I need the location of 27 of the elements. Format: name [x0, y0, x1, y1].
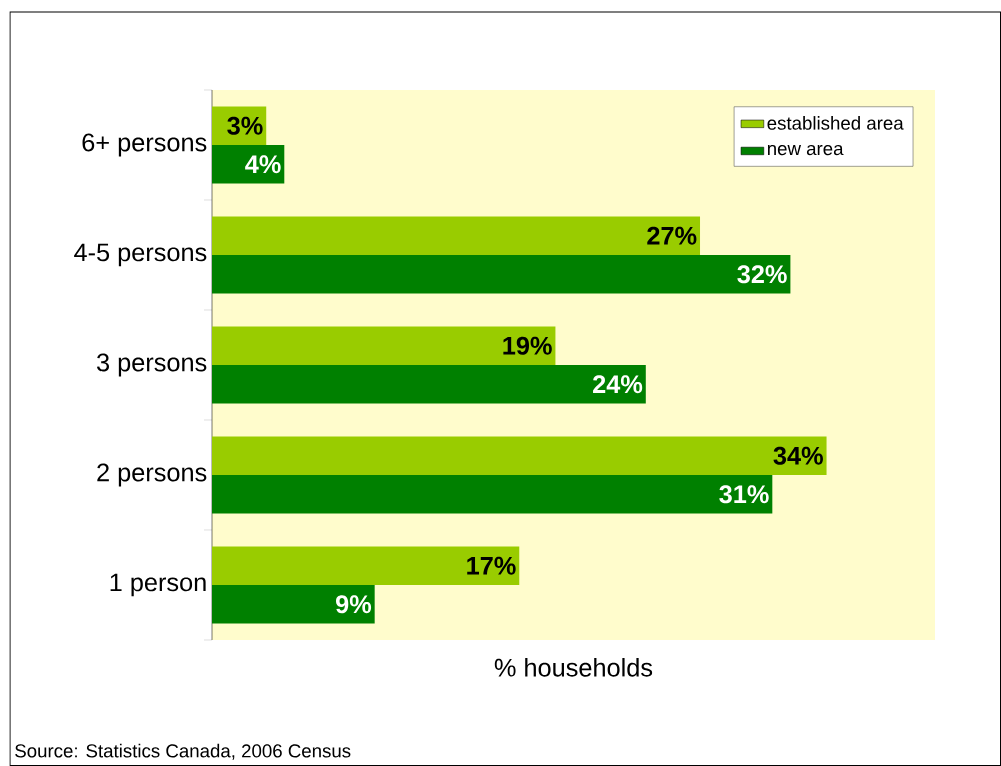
x-axis-title: % households — [494, 658, 653, 677]
bar — [212, 546, 520, 585]
y-tick-label: 3 persons — [97, 353, 207, 377]
y-tick-label: 6+ persons — [82, 133, 207, 157]
data-label: 19% — [503, 336, 552, 355]
bar — [212, 364, 646, 404]
data-label: 3% — [227, 116, 263, 135]
y-tick-label: 4-5 persons — [74, 243, 207, 267]
bar — [212, 216, 701, 255]
bar — [212, 436, 827, 475]
bar — [212, 474, 773, 514]
y-tick-label: 2 persons — [97, 463, 207, 487]
bar — [212, 584, 375, 624]
source-note: Source: Statistics Canada, 2006 Census — [15, 743, 351, 760]
data-label: 34% — [773, 446, 823, 465]
data-label: 4% — [245, 155, 281, 174]
legend-label: established area — [767, 116, 904, 130]
data-label: 9% — [336, 595, 372, 614]
bar — [212, 254, 791, 294]
y-tick-label: 1 person — [110, 573, 206, 597]
data-label: 31% — [719, 485, 769, 504]
data-label: 32% — [737, 265, 787, 284]
bar — [212, 326, 556, 365]
data-label: 27% — [647, 226, 697, 245]
legend-label: new area — [767, 144, 844, 156]
data-label: 24% — [593, 375, 643, 394]
data-label: 17% — [467, 556, 516, 575]
